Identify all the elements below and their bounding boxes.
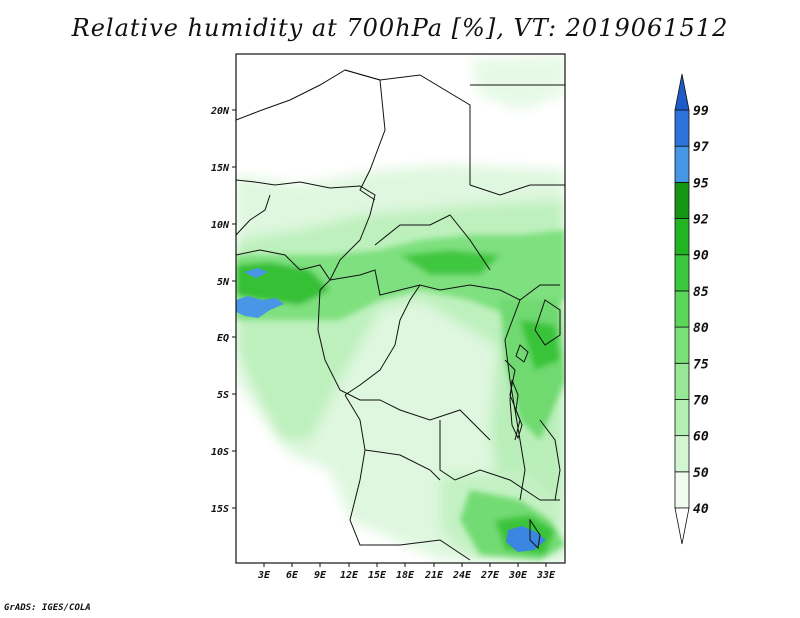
colorbar-segment: [674, 435, 690, 473]
lon-label: 27E: [480, 570, 500, 581]
lat-label: 10S: [211, 447, 229, 458]
colorbar-label: 60: [693, 430, 709, 445]
colorbar-segment: [674, 290, 690, 328]
colorbar-segment: [674, 254, 690, 292]
humidity-region-north-40: [470, 55, 565, 110]
lon-ticks: [263, 563, 547, 567]
humidity-region-east-90: [520, 320, 560, 370]
lon-label: 24E: [452, 570, 472, 581]
humidity-region-central-90: [400, 250, 500, 275]
map-border: [235, 53, 566, 564]
lat-label: 15N: [211, 163, 230, 174]
lakes: [509, 344, 541, 550]
colorbar-label: 97: [693, 140, 709, 155]
saturated-patch-gulf-north: [244, 268, 268, 278]
lat-label: 15S: [211, 504, 229, 515]
humidity-region-80: [236, 230, 565, 320]
colorbar-label: 92: [693, 213, 709, 228]
lon-label: 30E: [508, 570, 528, 581]
lon-label: 9E: [314, 570, 327, 581]
colorbar-segment: [674, 145, 690, 183]
lon-label: 33E: [536, 570, 556, 581]
colorbar-segment: [674, 399, 690, 437]
colorbar: 40 50 60 70 75 80 85 90 92 95 97 99: [674, 73, 709, 545]
lat-label: 20N: [210, 106, 230, 117]
lat-labels: 20N 15N 10N 5N EQ 5S 10S 15S: [210, 106, 230, 515]
saturated-patch-gulf: [236, 296, 284, 318]
colorbar-segment: [674, 326, 690, 364]
map-title: Relative humidity at 700hPa [%], VT: 201…: [71, 14, 729, 42]
colorbar-label: 80: [693, 321, 709, 336]
colorbar-label: 85: [693, 285, 709, 300]
country-borders: [236, 69, 565, 561]
colorbar-label: 50: [693, 466, 709, 481]
credit-text: GrADS: IGES/COLA: [4, 603, 91, 613]
lon-label: 3E: [257, 570, 271, 581]
lat-label: 10N: [211, 220, 230, 231]
lon-label: 6E: [286, 570, 299, 581]
colorbar-segment: [674, 109, 690, 147]
colorbar-label: 99: [693, 104, 709, 119]
lon-label: 21E: [424, 570, 444, 581]
lat-label: 5S: [217, 390, 229, 401]
colorbar-label: 75: [693, 357, 709, 372]
colorbar-label: 90: [693, 249, 709, 264]
colorbar-segment: [674, 181, 690, 219]
lat-label: EQ: [217, 333, 229, 344]
lat-label: 5N: [217, 277, 230, 288]
colorbar-upper-arrow: [674, 73, 690, 111]
colorbar-label: 40: [693, 502, 709, 517]
colorbar-segment: [674, 362, 690, 400]
colorbar-label: 95: [693, 176, 709, 191]
lon-label: 15E: [368, 570, 387, 581]
lat-ticks: [232, 109, 236, 509]
colorbar-lower-arrow: [674, 507, 690, 545]
lon-label: 12E: [340, 570, 359, 581]
colorbar-segment: [674, 471, 690, 509]
lon-label: 18E: [396, 570, 415, 581]
colorbar-segment: [674, 218, 690, 256]
colorbar-label: 70: [693, 393, 709, 408]
lon-labels: 3E 6E 9E 12E 15E 18E 21E 24E 27E 30E 33E: [257, 570, 556, 581]
